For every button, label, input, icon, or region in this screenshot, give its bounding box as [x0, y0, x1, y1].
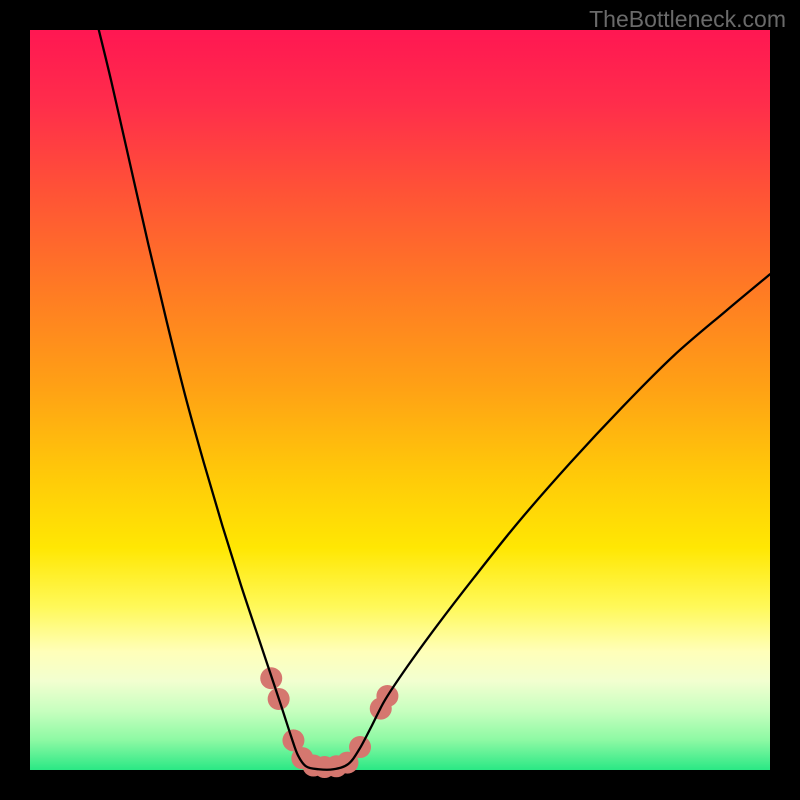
- plot-background: [30, 30, 770, 770]
- bottleneck-chart: [0, 0, 800, 800]
- chart-canvas: TheBottleneck.com: [0, 0, 800, 800]
